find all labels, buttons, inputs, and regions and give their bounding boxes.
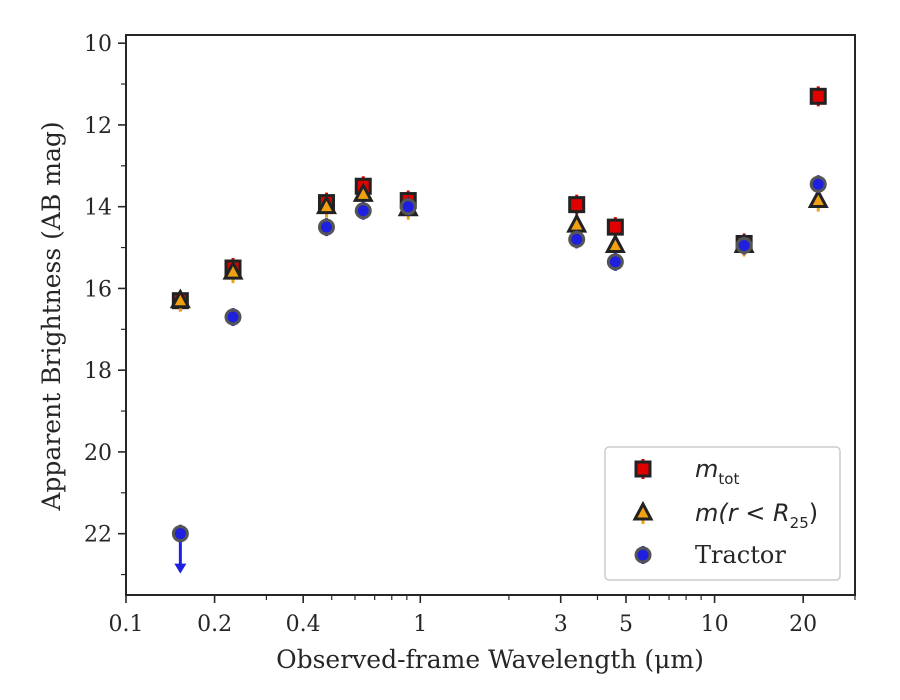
y-tick-label: 20	[84, 441, 112, 466]
plot-frame	[125, 34, 856, 596]
circle-marker	[606, 253, 624, 271]
triangle-marker	[604, 233, 626, 254]
legend-pre: m(r < R	[695, 499, 790, 527]
legend-triangle-marker	[632, 500, 654, 521]
legend-subscript: 25	[790, 514, 809, 532]
x-tick-label: 10	[701, 612, 729, 637]
circle-marker	[399, 198, 417, 216]
legend: mtot m(r < R25) Tractor	[604, 446, 841, 581]
triangle-marker	[315, 194, 337, 215]
circle-marker	[224, 308, 242, 326]
triangle-marker	[169, 288, 191, 309]
circle-marker	[735, 237, 753, 255]
legend-subscript: tot	[718, 470, 739, 488]
y-tick-label: 18	[84, 359, 112, 384]
legend-post: )	[809, 499, 818, 527]
legend-label: m(r < R25)	[695, 499, 818, 532]
legend-square-marker	[634, 460, 652, 478]
y-tick-label: 16	[84, 277, 112, 302]
legend-circle-marker	[634, 546, 652, 564]
x-tick-label: 1	[413, 612, 427, 637]
triangle-marker	[566, 212, 588, 233]
square-marker	[568, 196, 586, 214]
legend-label: Tractor	[695, 541, 786, 569]
y-axis-label: Apparent Brightness (AB mag)	[37, 121, 66, 511]
y-axis: 10 12 14 16 18 20 22	[84, 32, 126, 576]
plot-area	[125, 34, 856, 596]
square-marker	[809, 87, 827, 105]
x-axis-label: Observed-frame Wavelength (μm)	[276, 645, 704, 674]
circle-marker	[809, 175, 827, 193]
triangle-marker	[807, 188, 829, 209]
y-tick-label: 22	[84, 523, 112, 548]
x-tick-label: 20	[789, 612, 817, 637]
upper-limit-arrowhead	[174, 563, 187, 574]
legend-base: m	[695, 455, 718, 483]
x-tick-label: 0.4	[286, 612, 321, 637]
legend-frame	[604, 446, 841, 581]
series-triangle	[169, 182, 829, 312]
y-tick-label: 10	[84, 32, 112, 57]
circle-marker	[354, 202, 372, 220]
data-markers	[169, 86, 829, 574]
series-circle	[171, 175, 827, 574]
x-tick-label: 0.2	[197, 612, 232, 637]
y-tick-label: 14	[84, 196, 112, 221]
legend-label: mtot	[695, 455, 739, 488]
triangle-marker	[352, 182, 374, 202]
square-marker	[606, 218, 624, 236]
x-tick-label: 3	[554, 612, 568, 637]
circle-marker	[171, 525, 189, 543]
circle-marker	[568, 230, 586, 248]
x-axis: 0.1 0.2 0.4 1 3 5 10 20	[109, 595, 856, 637]
series-square	[171, 86, 827, 311]
x-tick-label: 0.1	[109, 612, 144, 637]
circle-marker	[317, 218, 335, 236]
triangle-marker	[222, 259, 244, 280]
y-tick-label: 12	[84, 114, 112, 139]
x-tick-label: 5	[619, 612, 633, 637]
